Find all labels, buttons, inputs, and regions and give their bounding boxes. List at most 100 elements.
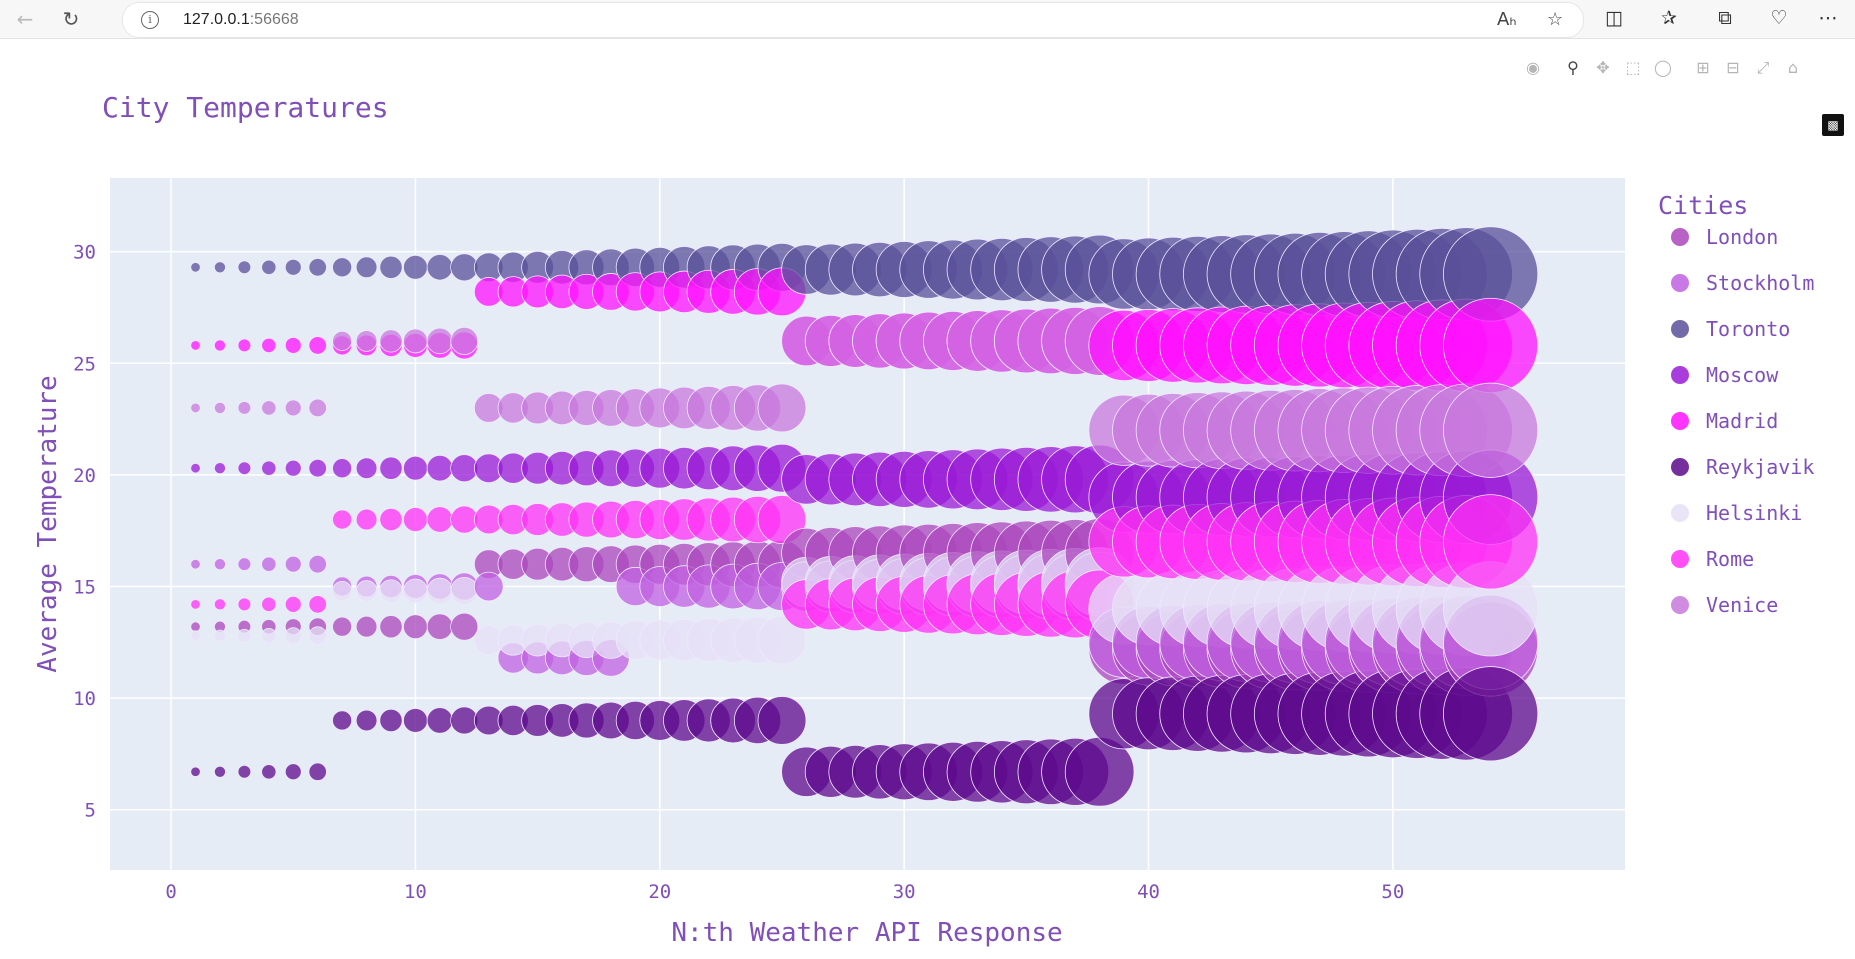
bubble-point[interactable] [213, 401, 226, 414]
bubble-point[interactable] [308, 458, 327, 478]
bubble-point[interactable] [261, 259, 277, 275]
bubble-point[interactable] [757, 383, 807, 433]
bubble-point[interactable] [403, 507, 428, 532]
bubble-point[interactable] [284, 627, 302, 645]
url-text[interactable]: 127.0.0.1:56668 [183, 11, 299, 29]
legend-item-label[interactable]: Rome [1706, 547, 1754, 571]
legend-item-label[interactable]: Moscow [1706, 363, 1779, 387]
bubble-point[interactable] [284, 459, 302, 477]
more-menu-icon[interactable]: ⋯ [1818, 7, 1838, 29]
collections-icon[interactable]: ⧉ [1718, 7, 1732, 29]
bubble-point[interactable] [284, 555, 302, 573]
bubble-point[interactable] [450, 505, 479, 534]
site-info-icon[interactable]: i [141, 11, 159, 29]
bubble-point[interactable] [332, 509, 353, 530]
bubble-point[interactable] [450, 706, 479, 735]
bubble-point[interactable] [473, 571, 504, 602]
bubble-point[interactable] [237, 401, 252, 415]
bubble-point[interactable] [426, 577, 454, 605]
bubble-point[interactable] [379, 456, 403, 480]
bubble-point[interactable] [237, 338, 252, 353]
bubble-point[interactable] [355, 457, 378, 479]
reset-axes-home-icon[interactable]: ⌂ [1787, 58, 1799, 77]
bubble-point[interactable] [308, 398, 327, 418]
bubble-point[interactable] [426, 506, 454, 533]
bubble-point[interactable] [190, 262, 201, 273]
bubble-point[interactable] [1443, 494, 1539, 590]
bubble-point[interactable] [450, 326, 479, 355]
bubble-point[interactable] [379, 507, 403, 532]
bubble-point[interactable] [284, 258, 302, 276]
legend-item-label[interactable]: Toronto [1706, 317, 1790, 341]
bubble-point[interactable] [213, 765, 226, 778]
bubble-point[interactable] [355, 709, 378, 732]
bubble-point[interactable] [237, 260, 252, 275]
bubble-point[interactable] [426, 327, 454, 355]
bubble-point[interactable] [332, 616, 353, 637]
bubble-point[interactable] [190, 599, 201, 610]
bubble-point[interactable] [261, 764, 277, 780]
bubble-point[interactable] [379, 579, 403, 603]
legend-item-label[interactable]: London [1706, 225, 1778, 249]
bubble-point[interactable] [379, 329, 403, 353]
legend-item-label[interactable]: Helsinki [1706, 501, 1802, 525]
bubble-point[interactable] [403, 614, 428, 640]
bubble-point[interactable] [450, 576, 479, 605]
bubble-point[interactable] [284, 399, 302, 417]
bubble-point[interactable] [308, 595, 327, 614]
plotly-logo-icon[interactable]: ▩ [1822, 114, 1844, 136]
bubble-point[interactable] [190, 402, 201, 414]
legend-marker[interactable] [1671, 596, 1689, 614]
bubble-point[interactable] [1443, 382, 1539, 478]
bubble-point[interactable] [426, 613, 454, 640]
bubble-point[interactable] [332, 710, 353, 731]
bubble-point[interactable] [308, 258, 327, 277]
bubble-point[interactable] [190, 558, 201, 570]
zoom-out-icon[interactable]: ⊟ [1726, 58, 1740, 77]
bubble-point[interactable] [190, 630, 201, 641]
bubble-point[interactable] [403, 254, 428, 280]
favorite-star-icon[interactable]: ☆ [1547, 9, 1564, 30]
bubble-point[interactable] [213, 598, 226, 611]
legend-marker[interactable] [1671, 320, 1689, 338]
bubble-point[interactable] [1443, 666, 1539, 762]
browser-essentials-icon[interactable]: ♡ [1770, 7, 1788, 29]
back-icon[interactable]: ← [16, 7, 34, 31]
bubble-point[interactable] [355, 330, 378, 352]
bubble-point[interactable] [308, 626, 327, 645]
bubble-point[interactable] [379, 615, 403, 639]
bubble-point[interactable] [237, 461, 252, 475]
favorites-icon[interactable]: ✰ [1661, 7, 1677, 29]
bubble-point[interactable] [1443, 297, 1539, 394]
bubble-point[interactable] [213, 261, 226, 274]
bubble-point[interactable] [332, 330, 353, 351]
bubble-point[interactable] [213, 558, 226, 571]
bubble-point[interactable] [332, 580, 353, 601]
reload-icon[interactable]: ↻ [62, 7, 80, 31]
bubble-point[interactable] [213, 462, 226, 475]
bubble-point[interactable] [308, 762, 327, 781]
bubble-point[interactable] [261, 556, 277, 572]
legend-marker[interactable] [1671, 274, 1689, 292]
bubble-point[interactable] [190, 766, 201, 777]
bubble-point[interactable] [355, 615, 378, 638]
bubble-point[interactable] [237, 597, 252, 612]
legend-marker[interactable] [1671, 412, 1689, 430]
bubble-point[interactable] [403, 578, 428, 604]
bubble-point[interactable] [284, 763, 302, 781]
legend-marker[interactable] [1671, 458, 1689, 476]
bubble-point[interactable] [332, 257, 353, 278]
bubble-point[interactable] [213, 629, 226, 642]
bubble-point[interactable] [261, 400, 277, 416]
bubble-point[interactable] [237, 628, 252, 643]
legend-marker[interactable] [1671, 228, 1689, 246]
bubble-point[interactable] [450, 454, 479, 483]
split-screen-icon[interactable]: ◫ [1605, 7, 1623, 29]
address-bar[interactable]: i 127.0.0.1:56668 Aₕ ☆ [122, 2, 1584, 38]
bubble-point[interactable] [213, 339, 226, 352]
bubble-point[interactable] [190, 340, 201, 351]
box-select-icon[interactable]: ⬚ [1625, 58, 1641, 77]
bubble-point[interactable] [403, 455, 428, 481]
legend-item-label[interactable]: Stockholm [1706, 271, 1814, 295]
legend-marker[interactable] [1671, 504, 1689, 522]
